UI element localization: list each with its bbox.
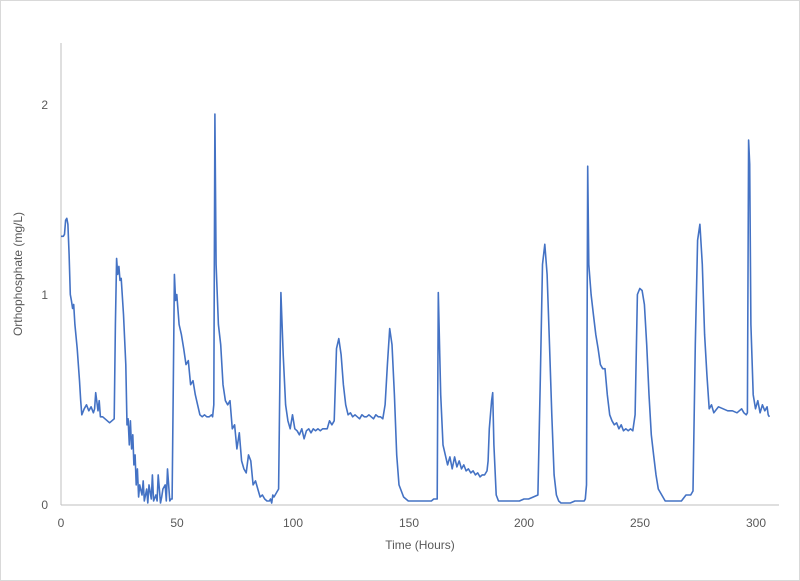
y-axis-title: Orthophosphate (mg/L) (11, 212, 25, 336)
y-tick-label-2: 2 (41, 98, 48, 112)
x-axis: 0 50 100 150 200 250 300 Time (Hours) (58, 504, 779, 552)
y-tick-label-1: 1 (41, 288, 48, 302)
x-tick-label-300: 300 (746, 516, 766, 530)
x-tick-label-250: 250 (630, 516, 650, 530)
x-axis-title: Time (Hours) (385, 538, 455, 552)
y-axis: 2 1 0 Orthophosphate (mg/L) (11, 43, 62, 512)
x-tick-label-150: 150 (399, 516, 419, 530)
x-tick-label-50: 50 (170, 516, 184, 530)
x-tick-label-0: 0 (58, 516, 65, 530)
x-tick-label-100: 100 (283, 516, 303, 530)
y-tick-label-0: 0 (41, 498, 48, 512)
x-tick-label-200: 200 (514, 516, 534, 530)
orthophosphate-series-line (61, 113, 771, 504)
